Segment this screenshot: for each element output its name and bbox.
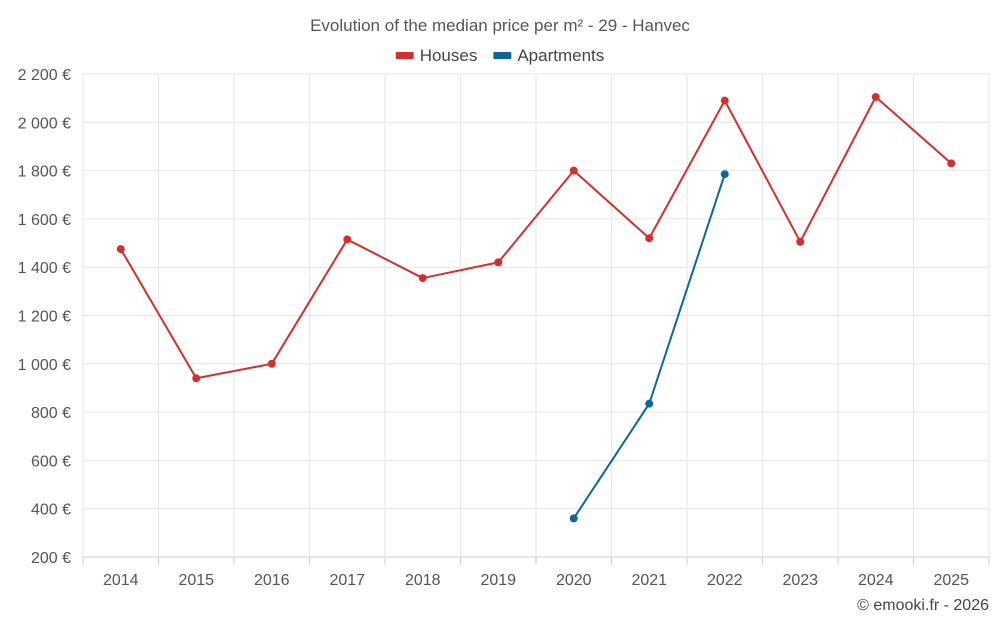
legend-label-houses: Houses bbox=[420, 46, 478, 65]
y-tick-label: 1 600 € bbox=[18, 212, 71, 229]
data-point-houses[interactable] bbox=[267, 359, 276, 368]
y-tick-label: 2 000 € bbox=[18, 115, 71, 132]
data-point-houses[interactable] bbox=[418, 274, 427, 283]
x-tick-label: 2018 bbox=[405, 572, 441, 589]
data-point-houses[interactable] bbox=[720, 96, 729, 105]
x-tick-label: 2020 bbox=[556, 572, 592, 589]
credit-text: © emooki.fr - 2026 bbox=[857, 597, 989, 614]
y-tick-label: 1 000 € bbox=[18, 357, 71, 374]
x-tick-label: 2024 bbox=[858, 572, 894, 589]
data-point-houses[interactable] bbox=[494, 258, 503, 267]
x-tick-label: 2021 bbox=[631, 572, 667, 589]
y-tick-label: 200 € bbox=[31, 550, 71, 567]
series-line-apartments bbox=[572, 173, 726, 519]
legend: Houses Apartments bbox=[395, 46, 604, 65]
legend-swatch-houses bbox=[395, 52, 414, 59]
y-tick-label: 600 € bbox=[31, 453, 71, 470]
data-point-apartments[interactable] bbox=[645, 399, 654, 408]
x-tick-label: 2014 bbox=[103, 572, 139, 589]
x-tick-label: 2025 bbox=[933, 572, 969, 589]
legend-swatch-apartments bbox=[493, 52, 512, 59]
data-point-houses[interactable] bbox=[796, 237, 805, 246]
data-point-houses[interactable] bbox=[116, 245, 125, 254]
x-tick-label: 2017 bbox=[329, 572, 365, 589]
y-axis-ticks: 200 € 400 € 600 € 800 € 1 000 € 1 200 € 1 400 … bbox=[18, 67, 71, 567]
y-tick-label: 800 € bbox=[31, 405, 71, 422]
x-tick-label: 2016 bbox=[254, 572, 290, 589]
x-tick-label: 2015 bbox=[178, 572, 214, 589]
series bbox=[116, 92, 956, 523]
x-tick-label: 2023 bbox=[782, 572, 818, 589]
y-tick-label: 1 800 € bbox=[18, 164, 71, 181]
data-point-houses[interactable] bbox=[871, 92, 880, 101]
y-tick-label: 400 € bbox=[31, 502, 71, 519]
grid bbox=[82, 73, 990, 565]
legend-item-apartments[interactable]: Apartments bbox=[493, 46, 604, 65]
data-point-apartments[interactable] bbox=[720, 170, 729, 179]
x-tick-label: 2019 bbox=[480, 572, 516, 589]
data-point-apartments[interactable] bbox=[569, 514, 578, 523]
data-point-houses[interactable] bbox=[343, 235, 352, 244]
data-point-houses[interactable] bbox=[192, 374, 201, 383]
y-tick-label: 2 200 € bbox=[18, 67, 71, 84]
x-tick-label: 2022 bbox=[707, 572, 743, 589]
y-tick-label: 1 400 € bbox=[18, 260, 71, 277]
legend-label-apartments: Apartments bbox=[517, 46, 604, 65]
x-axis-ticks: 2014 2015 2016 2017 2018 2019 2020 2021 2022 2023… bbox=[103, 572, 969, 589]
legend-item-houses[interactable]: Houses bbox=[395, 46, 478, 65]
chart-title: Evolution of the median price per m² - 2… bbox=[310, 16, 690, 35]
y-tick-label: 1 200 € bbox=[18, 309, 71, 326]
data-point-houses[interactable] bbox=[947, 159, 956, 168]
data-point-houses[interactable] bbox=[645, 234, 654, 243]
data-point-houses[interactable] bbox=[569, 166, 578, 175]
series-line-houses bbox=[119, 95, 952, 380]
